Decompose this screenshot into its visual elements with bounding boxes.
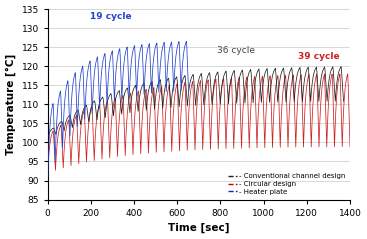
Text: 39 cycle: 39 cycle: [298, 52, 339, 61]
Y-axis label: Temperature [°C]: Temperature [°C]: [6, 54, 16, 155]
Legend: - Conventional channel design, - Circular design, - Heater plate: - Conventional channel design, - Circula…: [227, 172, 346, 196]
X-axis label: Time [sec]: Time [sec]: [168, 223, 230, 234]
Text: 19 cycle: 19 cycle: [90, 11, 131, 21]
Text: 36 cycle: 36 cycle: [217, 46, 255, 55]
